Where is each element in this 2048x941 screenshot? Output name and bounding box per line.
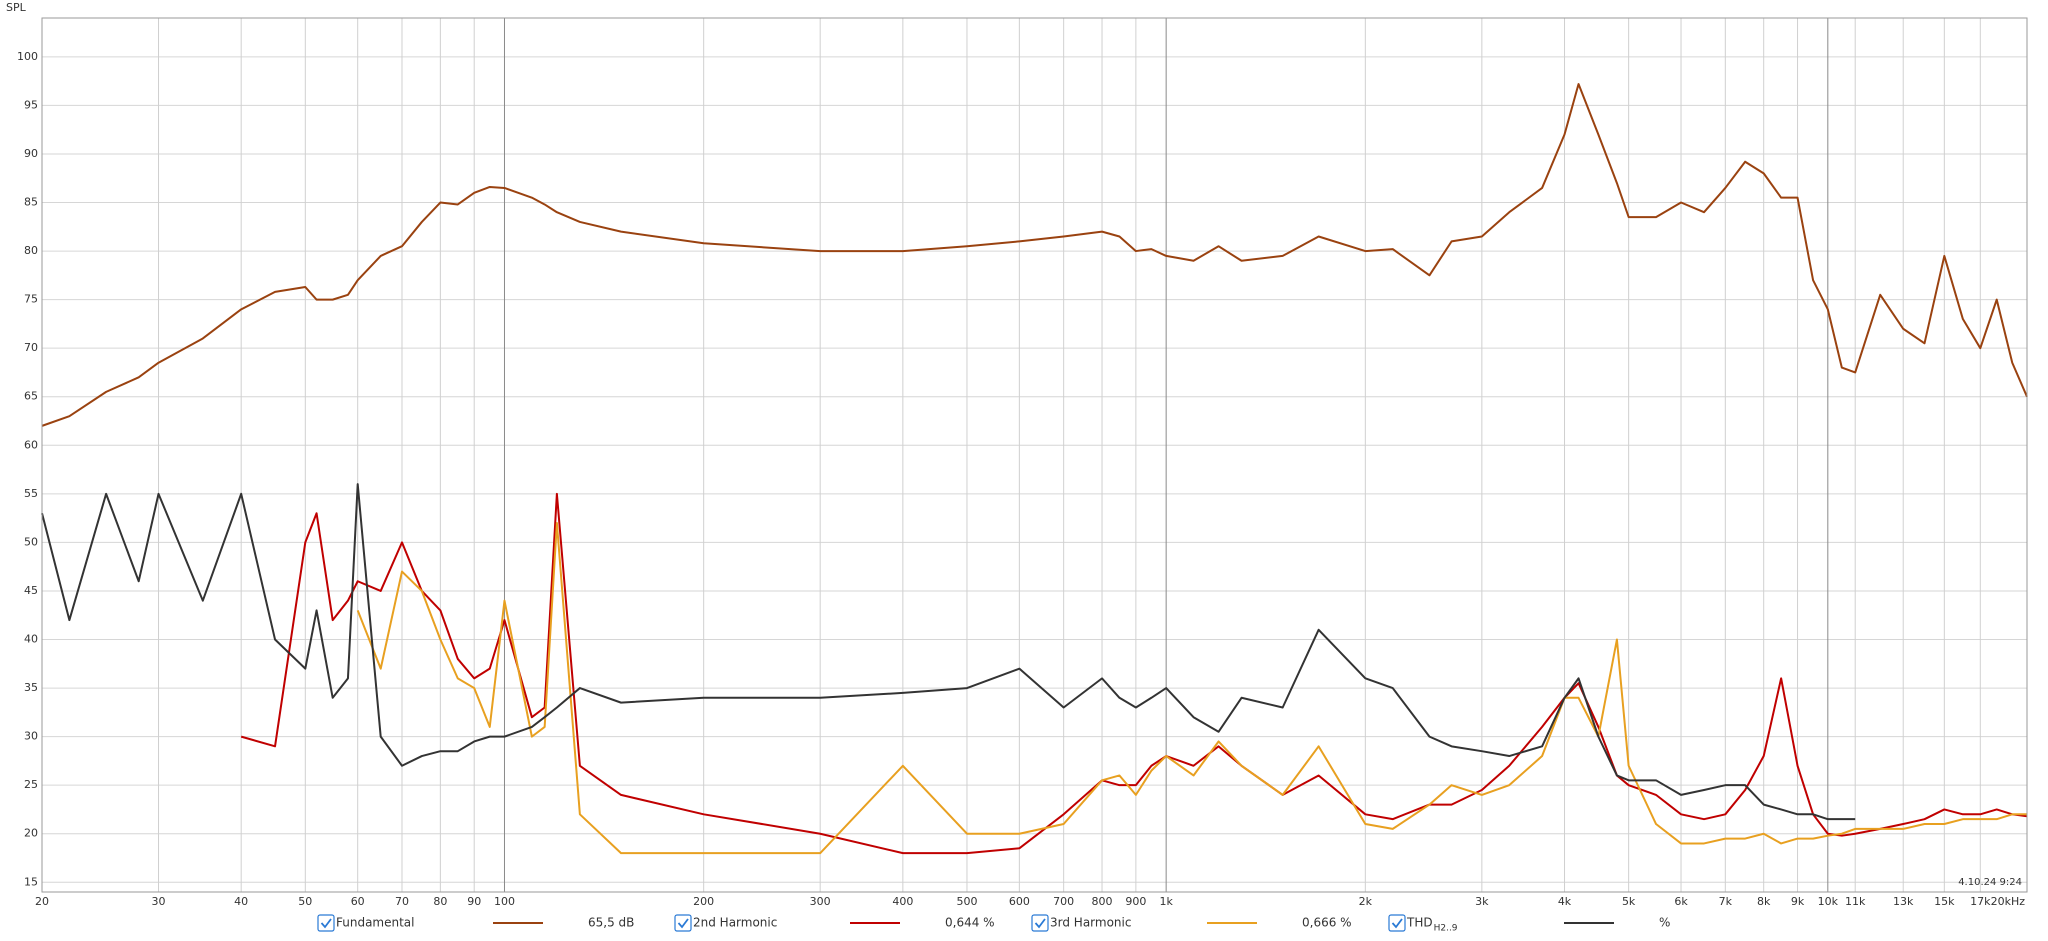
checkmark (320, 918, 332, 929)
legend-checkbox[interactable] (1388, 914, 1406, 932)
x-tick-label: 50 (298, 895, 312, 908)
series-line (41, 83, 2028, 427)
timestamp: 4.10.24 9:24 (1958, 877, 2022, 888)
y-tick-label: 75 (24, 293, 38, 306)
x-tick-label: 70 (395, 895, 409, 908)
y-tick-label: 95 (24, 98, 38, 111)
legend-readout: 0,644 % (945, 916, 995, 930)
x-tick-label: 15k (1934, 895, 1955, 908)
x-tick-label: 300 (810, 895, 831, 908)
legend-readout: % (1659, 916, 1670, 930)
x-tick-label: 60 (351, 895, 365, 908)
y-tick-label: 15 (24, 875, 38, 888)
x-tick-label: 20 (35, 895, 49, 908)
x-tick-label: 600 (1009, 895, 1030, 908)
x-tick-label: 100 (494, 895, 515, 908)
checkmark (1034, 918, 1046, 929)
x-tick-label: 30 (152, 895, 166, 908)
y-tick-label: 35 (24, 681, 38, 694)
x-tick-label: 7k (1719, 895, 1733, 908)
x-tick-label: 4k (1558, 895, 1572, 908)
legend: Fundamental 65,5 dB 2nd Harmonic 0,644 % 3rd… (317, 914, 1670, 934)
legend-item: 2nd Harmonic 0,644 % (674, 914, 995, 932)
x-tick-label: 40 (234, 895, 248, 908)
y-tick-label: 90 (24, 147, 38, 160)
x-tick-label: 13k (1893, 895, 1914, 908)
series-line (356, 521, 2027, 855)
x-tick-label: 3k (1475, 895, 1489, 908)
legend-label-subscript: H2..9 (1434, 924, 1458, 934)
x-tick-label: 9k (1791, 895, 1805, 908)
legend-label: Fundamental (336, 916, 415, 930)
x-tick-label: 1k (1159, 895, 1173, 908)
legend-checkbox[interactable] (1031, 914, 1049, 932)
x-tick-label: 900 (1125, 895, 1146, 908)
x-tick-label: 80 (433, 895, 447, 908)
x-tick-label: 200 (693, 895, 714, 908)
plot-frame (41, 17, 2028, 893)
x-tick-label: 90 (467, 895, 481, 908)
y-tick-label: 80 (24, 244, 38, 257)
y-tick-label: 60 (24, 438, 38, 451)
x-tick-label: 6k (1674, 895, 1688, 908)
x-tick-label: 500 (956, 895, 977, 908)
y-tick-label: 70 (24, 341, 38, 354)
x-tick-label: 11k (1845, 895, 1866, 908)
plot-lines (41, 83, 2028, 855)
x-tick-label: 400 (892, 895, 913, 908)
x-tick-label: 20kHz (1991, 895, 2026, 908)
legend-label: 2nd Harmonic (693, 916, 777, 930)
y-tick-label: 50 (24, 535, 38, 548)
checkmark (1391, 918, 1403, 929)
y-tick-label: 30 (24, 730, 38, 743)
legend-readout: 65,5 dB (588, 916, 634, 930)
x-tick-label: 700 (1053, 895, 1074, 908)
x-tick-label: 5k (1622, 895, 1636, 908)
legend-label: 3rd Harmonic (1050, 916, 1131, 930)
y-tick-label: 85 (24, 196, 38, 209)
y-tick-label: 25 (24, 778, 38, 791)
y-tick-label: 20 (24, 827, 38, 840)
y-tick-label: 100 (17, 50, 38, 63)
legend-checkbox[interactable] (674, 914, 692, 932)
y-tick-label: 65 (24, 390, 38, 403)
y-tick-label: 45 (24, 584, 38, 597)
x-tick-label: 8k (1757, 895, 1771, 908)
y-tick-label: 55 (24, 487, 38, 500)
checkmark (677, 918, 689, 929)
x-tick-label: 17k (1970, 895, 1991, 908)
y-axis-label: SPL (6, 1, 27, 14)
x-tick-label: 800 (1092, 895, 1113, 908)
x-tick-label: 2k (1359, 895, 1373, 908)
legend-item: Fundamental 65,5 dB (317, 914, 634, 932)
legend-label: THD (1406, 916, 1433, 930)
legend-checkbox[interactable] (317, 914, 335, 932)
legend-item: 3rd Harmonic 0,666 % (1031, 914, 1352, 932)
series-line (41, 483, 1856, 821)
legend-item: THD H2..9% (1388, 914, 1670, 934)
x-tick-label: 10k (1818, 895, 1839, 908)
y-tick-label: 40 (24, 633, 38, 646)
legend-readout: 0,666 % (1302, 916, 1352, 930)
